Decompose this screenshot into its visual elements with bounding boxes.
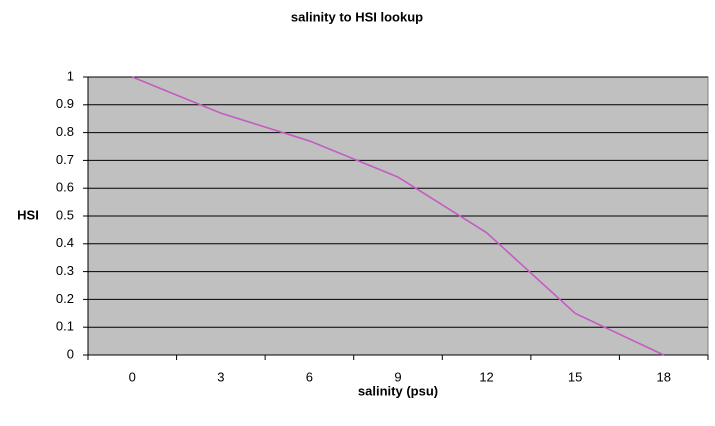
y-tick-label: 1	[67, 68, 74, 83]
x-tick-label: 12	[479, 369, 493, 384]
y-tick-label: 0.4	[56, 235, 74, 250]
y-axis-label: HSI	[17, 207, 39, 222]
x-axis-label: salinity (psu)	[358, 383, 438, 398]
x-tick-label: 0	[129, 369, 136, 384]
y-tick-label: 0	[67, 346, 74, 361]
chart-title: salinity to HSI lookup	[291, 9, 423, 24]
y-tick-label: 0.8	[56, 124, 74, 139]
y-tick-label: 0.5	[56, 207, 74, 222]
x-tick-label: 15	[568, 369, 582, 384]
x-tick-label: 3	[217, 369, 224, 384]
y-tick-label: 0.6	[56, 180, 74, 195]
data-line	[131, 76, 665, 356]
y-tick-label: 0.2	[56, 291, 74, 306]
y-tick-label: 0.7	[56, 152, 74, 167]
x-tick-label: 6	[306, 369, 313, 384]
y-tick-label: 0.3	[56, 263, 74, 278]
y-tick-label: 0.9	[56, 96, 74, 111]
y-tick-label: 0.1	[56, 319, 74, 334]
x-tick-label: 9	[394, 369, 401, 384]
x-tick-label: 18	[656, 369, 670, 384]
